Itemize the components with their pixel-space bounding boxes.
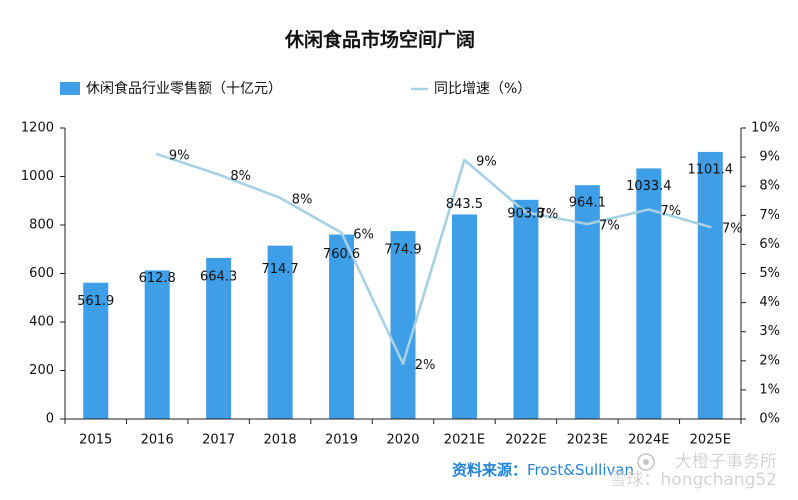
growth-label-2024E: 7% — [661, 204, 682, 219]
growth-label-2019: 6% — [353, 227, 374, 242]
bar-series — [83, 151, 723, 419]
legend: 休闲食品行业零售额（十亿元） 同比增速（%） — [60, 80, 531, 97]
bar-value-label-2022E: 903.8 — [507, 206, 544, 221]
watermark: 大橙子事务所 雪球：hongchang52 — [609, 452, 777, 491]
y-right-tick-label: 5% — [759, 266, 780, 281]
y-right-tick-label: 10% — [751, 121, 780, 136]
legend-bar-label: 休闲食品行业零售额（十亿元） — [86, 80, 282, 97]
bar-value-label-2024E: 1033.4 — [626, 179, 672, 194]
axes: 0200400600800100012000%1%2%3%4%5%6%7%8%9… — [21, 121, 780, 448]
y-left-tick-label: 400 — [29, 315, 54, 330]
growth-label-2020: 2% — [415, 358, 436, 373]
bar-2025E — [697, 151, 723, 419]
x-tick-label: 2020 — [386, 433, 419, 448]
x-tick-label: 2016 — [141, 433, 174, 448]
bar-value-label-2021E: 843.5 — [446, 197, 483, 212]
y-right-tick-label: 1% — [759, 382, 780, 397]
y-left-tick-label: 600 — [29, 266, 54, 281]
x-tick-label: 2021E — [444, 433, 485, 448]
y-left-tick-label: 1200 — [21, 121, 54, 136]
legend-line-label: 同比增速（%） — [434, 81, 531, 97]
bar-value-label-2023E: 964.1 — [569, 196, 606, 211]
y-left-tick-label: 200 — [29, 363, 54, 378]
bar-value-label-2015: 561.9 — [77, 294, 114, 309]
source-label: 资料来源： — [452, 461, 527, 479]
bar-value-label-2025E: 1101.4 — [688, 162, 734, 177]
y-left-tick-label: 0 — [46, 412, 54, 427]
x-tick-label: 2022E — [505, 433, 546, 448]
chart-title: 休闲食品市场空间广阔 — [284, 28, 475, 51]
x-tick-label: 2025E — [690, 433, 731, 448]
bar-2020 — [390, 231, 416, 419]
bar-value-label-2016: 612.8 — [139, 271, 176, 286]
bar-value-labels: 561.9 612.8 664.3 714.7 760.6 774.9 843.5 903.8… — [77, 162, 733, 309]
source-name: Frost&Sullivan — [527, 461, 634, 479]
watermark-line2: 雪球：hongchang52 — [610, 470, 777, 490]
y-right-tick-label: 4% — [759, 295, 780, 310]
x-tick-label: 2017 — [202, 433, 235, 448]
bar-2024E — [636, 168, 662, 419]
bar-value-label-2020: 774.9 — [384, 243, 421, 258]
y-right-tick-label: 3% — [759, 324, 780, 339]
y-right-tick-label: 0% — [759, 412, 780, 427]
growth-rate-line — [155, 152, 712, 366]
y-right-tick-label: 2% — [759, 353, 780, 368]
bar-2015 — [83, 282, 109, 419]
watermark-line1: 大橙子事务所 — [675, 452, 777, 472]
y-right-tick-label: 7% — [759, 208, 780, 223]
x-tick-label: 2019 — [325, 433, 358, 448]
bar-2019 — [329, 234, 355, 419]
y-right-tick-label: 6% — [759, 237, 780, 252]
x-tick-label: 2018 — [264, 433, 297, 448]
bar-value-label-2018: 714.7 — [261, 262, 298, 277]
watermark-logo-icon — [637, 453, 655, 471]
growth-label-2021E: 9% — [476, 155, 497, 170]
growth-label-2017: 8% — [230, 169, 251, 184]
plot-area: 0200400600800100012000%1%2%3%4%5%6%7%8%9… — [21, 121, 780, 448]
growth-label-2018: 8% — [292, 192, 313, 207]
x-tick-label: 2024E — [628, 433, 669, 448]
bar-2023E — [574, 185, 600, 419]
bar-2016 — [144, 270, 170, 419]
growth-label-2022E: 7% — [538, 207, 559, 222]
y-left-tick-label: 1000 — [21, 169, 54, 184]
x-tick-label: 2023E — [567, 433, 608, 448]
growth-labels: 9% 8% 8% 6% 2% 9% 7% 7% 7% 7% — [169, 149, 743, 374]
source-note: 资料来源：Frost&Sullivan — [452, 461, 634, 479]
bar-2017 — [206, 257, 232, 419]
y-right-tick-label: 9% — [759, 150, 780, 165]
growth-label-2023E: 7% — [599, 219, 620, 234]
bar-value-label-2017: 664.3 — [200, 269, 237, 284]
growth-label-2025E: 7% — [722, 221, 743, 236]
bar-value-label-2019: 760.6 — [323, 247, 360, 262]
bar-2022E — [513, 199, 539, 419]
legend-bar-swatch — [60, 82, 80, 95]
y-right-tick-label: 8% — [759, 179, 780, 194]
growth-label-2016: 9% — [169, 149, 190, 164]
x-tick-label: 2015 — [79, 433, 112, 448]
bar-2021E — [451, 214, 477, 419]
bar-2018 — [267, 245, 293, 419]
y-left-tick-label: 800 — [29, 218, 54, 233]
